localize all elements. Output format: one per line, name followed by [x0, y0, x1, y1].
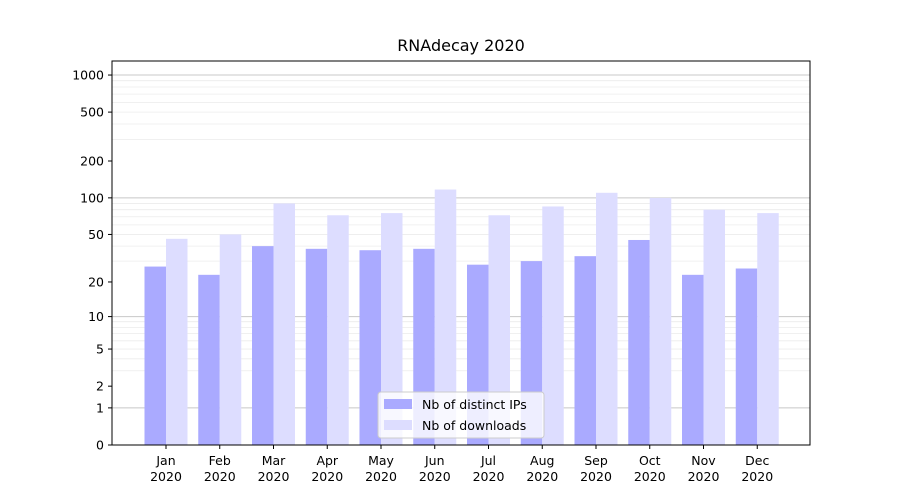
y-tick-label: 200: [80, 154, 104, 169]
bar: [682, 274, 704, 445]
bar: [273, 203, 295, 445]
y-tick-label: 500: [80, 105, 104, 120]
bar: [596, 192, 618, 445]
bar: [434, 189, 457, 445]
bar: [305, 248, 328, 445]
bar: [219, 234, 242, 445]
x-tick-label: May 2020: [365, 453, 397, 484]
y-tick-label: 2: [96, 379, 104, 394]
bar: [488, 215, 510, 445]
plot-frame: [111, 60, 811, 446]
y-tick-label: 0: [96, 438, 104, 453]
y-tick-label: 1: [96, 400, 104, 415]
bar: [327, 215, 349, 445]
y-tick-label: 1000: [72, 68, 104, 83]
x-tick-label: Jun 2020: [419, 453, 451, 484]
x-tick-label: Jul 2020: [473, 453, 505, 484]
legend-box: [377, 391, 545, 439]
legend-label: Nb of downloads: [422, 418, 526, 433]
bar: [757, 213, 779, 445]
bar: [703, 209, 725, 445]
y-tick-label: 100: [80, 190, 104, 205]
x-axis: Jan 2020 Feb 2020 Mar 2020 Apr 2020 May 2020 Jun 20…: [150, 445, 773, 484]
bar: [735, 268, 758, 445]
y-tick-label: 20: [88, 274, 104, 289]
bar: [574, 256, 596, 445]
x-tick-label: Nov 2020: [688, 453, 720, 484]
bar: [252, 246, 274, 445]
x-tick-label: Oct 2020: [634, 453, 666, 484]
y-tick-label: 5: [96, 342, 104, 357]
bar: [628, 239, 650, 445]
x-tick-label: Feb 2020: [204, 453, 236, 484]
bar: [381, 213, 403, 445]
x-tick-label: Aug 2020: [526, 453, 558, 484]
bar: [198, 274, 220, 445]
bar: [144, 266, 166, 445]
x-tick-label: Dec 2020: [741, 453, 773, 484]
y-tick-label: 10: [88, 309, 104, 324]
x-tick-label: Apr 2020: [311, 453, 343, 484]
y-tick-label: 50: [88, 227, 104, 242]
bar: [359, 250, 381, 445]
x-tick-label: Mar 2020: [258, 453, 290, 484]
chart-title: RNAdecay 2020: [397, 36, 525, 55]
legend-swatch: [384, 399, 412, 409]
legend-label: Nb of distinct IPs: [422, 397, 527, 412]
x-tick-label: Sep 2020: [580, 453, 612, 484]
x-tick-label: Jan 2020: [150, 453, 182, 484]
legend-swatch: [384, 420, 412, 430]
bar: [166, 238, 188, 445]
legend: Nb of distinct IPs Nb of downloads: [377, 391, 545, 439]
y-axis: 0 1 2 5 10 20 50 100 200 500 1000: [72, 68, 112, 453]
bar: [649, 197, 672, 445]
bar: [542, 206, 564, 445]
